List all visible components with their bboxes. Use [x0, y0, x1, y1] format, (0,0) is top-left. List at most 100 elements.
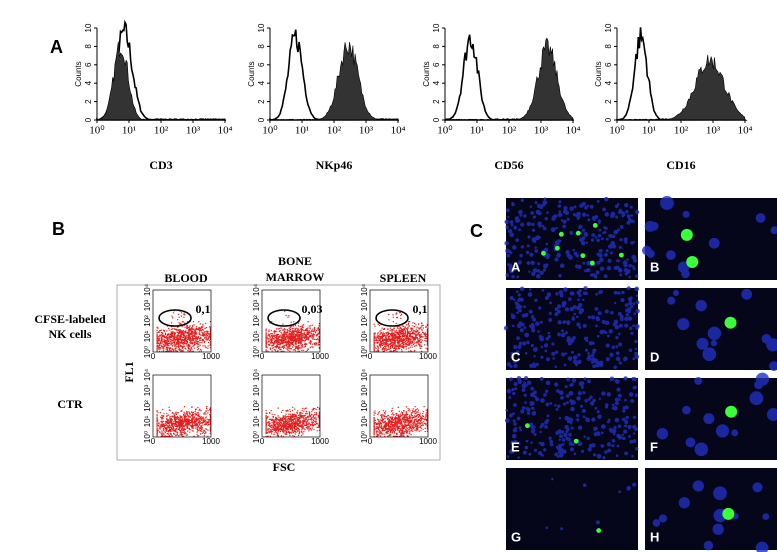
- plot-box: [152, 374, 212, 438]
- y-tick-label: 10¹: [143, 330, 152, 342]
- plot-title: CD56: [494, 158, 523, 172]
- x-tick-label: 10³: [359, 125, 374, 137]
- y-tick-label: 10²: [143, 315, 152, 327]
- gate: [375, 309, 409, 327]
- x-tick-label: 1000: [202, 352, 220, 361]
- dot-plot: 10⁰ 10¹ 10² 10³ 10⁴ 0 1000 0,03: [252, 283, 329, 361]
- y-axis-label: FL1: [122, 361, 136, 382]
- histogram: 0 2 4 6 8 10 Counts 10⁰ 10¹ 10² 10³ 10⁴ CD56: [422, 23, 580, 172]
- plot-title: CD3: [149, 158, 172, 172]
- x-tick-label: 10⁰: [262, 125, 278, 137]
- cfse-cell: [525, 423, 530, 429]
- dots: [373, 406, 428, 437]
- dot-plot: 10⁰ 10¹ 10² 10³ 10⁴ 0 1000: [252, 368, 329, 446]
- micrograph: G: [506, 468, 638, 550]
- y-tick-label: 10¹: [252, 415, 261, 427]
- x-tick-label: 10²: [502, 125, 517, 137]
- y-tick-label: 10⁰: [360, 431, 369, 443]
- image-bg: [506, 468, 638, 550]
- y-axis-label: Counts: [594, 61, 603, 86]
- cfse-cell: [686, 256, 699, 269]
- cfse-cell: [575, 230, 581, 236]
- x-tick-label: 1000: [202, 437, 220, 446]
- x-tick-label: 10⁰: [437, 125, 453, 137]
- x-tick-label: 0: [151, 437, 156, 446]
- nuclei: [652, 480, 770, 552]
- image-letter: E: [511, 439, 520, 454]
- cfse-cell: [592, 222, 598, 228]
- x-tick-label: 1000: [419, 352, 437, 361]
- gate-value: 0,1: [196, 302, 211, 316]
- y-tick-label: 10⁴: [143, 368, 152, 381]
- y-tick-label: 10³: [252, 299, 261, 311]
- plot-box: [261, 289, 321, 353]
- y-tick-label: 10: [432, 23, 441, 32]
- x-tick-label: 1000: [311, 352, 329, 361]
- y-tick-label: 10: [84, 23, 93, 32]
- y-tick-label: 10⁴: [360, 283, 369, 296]
- plot-title: CD16: [666, 158, 695, 172]
- histogram: 0 2 4 6 8 10 Counts 10⁰ 10¹ 10² 10³ 10⁴ CD3: [74, 19, 233, 172]
- y-tick-label: 6: [604, 62, 613, 67]
- nuclei: [504, 375, 639, 460]
- x-tick-label: 10¹: [295, 125, 309, 137]
- y-tick-label: 10²: [360, 315, 369, 327]
- cfse-cell: [725, 405, 738, 418]
- y-tick-label: 10⁰: [360, 346, 369, 358]
- dots: [156, 310, 211, 352]
- histogram-filled: [269, 41, 399, 121]
- dots: [156, 406, 211, 437]
- y-tick-label: 10³: [360, 299, 369, 311]
- cfse-cell: [680, 228, 693, 241]
- y-tick-label: 8: [604, 44, 613, 49]
- plot-box: [369, 289, 429, 353]
- panel-letter: B: [52, 219, 65, 239]
- plot-box: [152, 289, 212, 353]
- image-letter: F: [650, 439, 658, 454]
- x-tick-label: 0: [368, 437, 373, 446]
- image-letter: G: [511, 529, 521, 544]
- image-letter: A: [511, 259, 521, 274]
- x-tick-label: 1000: [311, 437, 329, 446]
- y-tick-label: 10³: [360, 384, 369, 396]
- y-tick-label: 6: [84, 62, 93, 67]
- micrograph: B: [641, 196, 777, 280]
- y-tick-label: 8: [432, 44, 441, 49]
- gate: [158, 309, 192, 327]
- y-tick-label: 2: [84, 99, 93, 104]
- y-tick-label: 10⁴: [252, 283, 261, 296]
- y-tick-label: 6: [432, 62, 441, 67]
- y-tick-label: 10²: [252, 315, 261, 327]
- x-tick-label: 10³: [186, 125, 201, 137]
- image-letter: B: [650, 259, 659, 274]
- micrograph: A: [504, 196, 640, 280]
- dots: [265, 406, 320, 437]
- image-letter: D: [650, 349, 659, 364]
- x-tick-label: 0: [260, 352, 265, 361]
- y-tick-label: 8: [84, 44, 93, 49]
- dots: [373, 311, 428, 352]
- y-tick-label: 10⁰: [143, 346, 152, 358]
- micrograph: E: [504, 375, 639, 460]
- y-tick-label: 4: [432, 80, 441, 85]
- y-tick-label: 10²: [143, 400, 152, 412]
- y-tick-label: 10: [604, 23, 613, 32]
- y-tick-label: 0: [432, 117, 441, 122]
- x-tick-label: 10⁴: [566, 125, 581, 137]
- image-bg: [645, 468, 777, 550]
- x-tick-label: 10²: [327, 125, 342, 137]
- plot-box: [261, 374, 321, 438]
- cfse-cell: [554, 245, 560, 251]
- y-tick-label: 10³: [252, 384, 261, 396]
- x-tick-label: 0: [260, 437, 265, 446]
- histogram-filled: [96, 41, 226, 121]
- y-tick-label: 2: [257, 99, 266, 104]
- y-tick-label: 10¹: [143, 415, 152, 427]
- cfse-cell: [573, 438, 579, 444]
- x-tick-label: 10²: [154, 125, 169, 137]
- micrograph: F: [645, 372, 777, 460]
- y-tick-label: 10⁰: [143, 431, 152, 443]
- y-tick-label: 8: [257, 44, 266, 49]
- x-tick-label: 10¹: [470, 125, 484, 137]
- y-axis-label: Counts: [422, 61, 431, 86]
